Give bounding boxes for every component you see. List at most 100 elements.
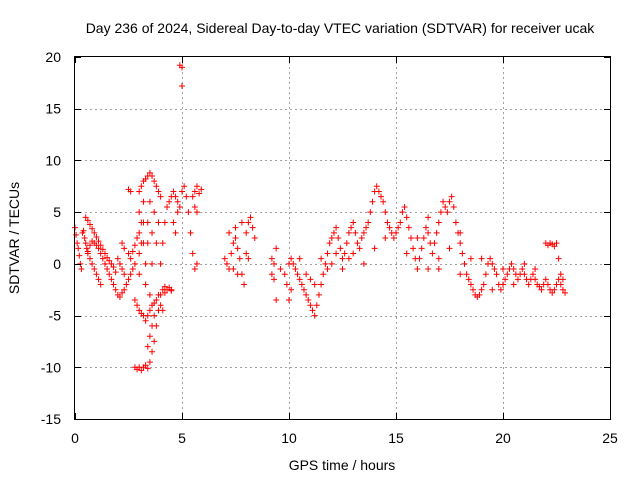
data-point	[551, 286, 558, 293]
data-point	[73, 231, 80, 238]
data-point	[371, 245, 378, 252]
data-point	[86, 255, 93, 262]
data-point	[142, 317, 149, 324]
data-point	[277, 266, 284, 273]
data-point	[467, 281, 474, 288]
data-point	[249, 224, 256, 231]
data-point	[290, 260, 297, 267]
data-point	[542, 276, 549, 283]
data-point	[179, 64, 185, 71]
data-point	[138, 183, 145, 190]
data-point	[313, 302, 320, 309]
data-point	[125, 250, 132, 257]
data-point	[271, 276, 278, 283]
y-tick-label: -5	[49, 308, 62, 324]
data-point	[487, 255, 494, 262]
data-point	[435, 255, 442, 262]
data-point	[273, 297, 280, 304]
data-point	[251, 235, 258, 241]
data-point	[521, 260, 528, 267]
data-point	[393, 229, 399, 236]
data-point	[532, 266, 539, 273]
data-point	[446, 245, 453, 252]
data-point	[161, 289, 168, 296]
data-point	[307, 276, 314, 283]
data-point	[95, 238, 102, 245]
data-point	[311, 312, 318, 319]
data-point	[442, 203, 449, 210]
data-point	[93, 271, 100, 278]
data-point	[333, 250, 340, 257]
data-point	[83, 245, 90, 252]
data-point	[425, 266, 432, 273]
data-point	[119, 289, 126, 296]
data-point	[292, 266, 299, 273]
data-point	[136, 229, 143, 236]
data-point	[551, 243, 558, 250]
data-point	[93, 233, 100, 240]
data-point	[84, 217, 91, 224]
data-point	[307, 302, 314, 309]
data-point	[350, 250, 357, 257]
y-tick-labels: -15 -10 -5 0 5 10 15 20	[41, 49, 61, 427]
data-point	[470, 286, 477, 293]
data-point	[81, 235, 88, 241]
data-point	[431, 240, 438, 247]
data-point	[131, 260, 138, 267]
data-point	[127, 271, 134, 278]
data-point	[315, 291, 322, 298]
data-point	[142, 176, 149, 183]
data-point	[136, 209, 143, 216]
data-point	[125, 276, 132, 283]
data-point	[519, 266, 526, 273]
data-point	[151, 312, 158, 319]
data-point	[149, 229, 156, 236]
y-tick-label: 0	[53, 256, 61, 272]
data-point	[450, 203, 457, 210]
data-point	[78, 266, 85, 273]
x-tick-label: 25	[602, 430, 618, 446]
data-point	[322, 260, 329, 267]
data-point	[418, 245, 425, 252]
data-point	[444, 209, 451, 216]
data-point	[101, 260, 108, 267]
data-point	[457, 240, 464, 247]
data-point	[172, 193, 179, 200]
data-point	[350, 219, 357, 226]
x-axis-label: GPS time / hours	[289, 457, 396, 473]
data-point	[241, 281, 248, 288]
data-point	[352, 229, 359, 236]
data-point	[549, 289, 556, 296]
data-point	[179, 82, 185, 89]
data-point	[193, 209, 200, 216]
data-point	[151, 300, 158, 307]
data-point	[328, 235, 335, 241]
data-point	[414, 266, 421, 273]
data-point	[422, 224, 429, 231]
y-tick-label: 5	[53, 204, 61, 220]
data-point	[345, 255, 352, 262]
data-point	[268, 271, 275, 278]
data-point	[435, 219, 442, 226]
data-point	[298, 281, 305, 288]
data-point	[157, 302, 164, 309]
data-point	[151, 338, 158, 345]
data-point	[457, 271, 464, 278]
data-point	[382, 209, 389, 216]
data-point	[91, 229, 98, 236]
data-point	[247, 214, 254, 221]
data-point	[318, 255, 325, 262]
data-point	[378, 193, 385, 200]
data-point	[168, 286, 175, 293]
data-point	[335, 235, 342, 241]
data-point	[478, 286, 485, 293]
data-point	[510, 281, 517, 288]
data-point	[395, 224, 402, 231]
data-point	[380, 198, 387, 205]
data-point	[149, 172, 156, 179]
data-point	[112, 286, 119, 293]
data-point	[155, 291, 162, 298]
data-point	[397, 219, 404, 226]
data-point	[144, 312, 151, 319]
